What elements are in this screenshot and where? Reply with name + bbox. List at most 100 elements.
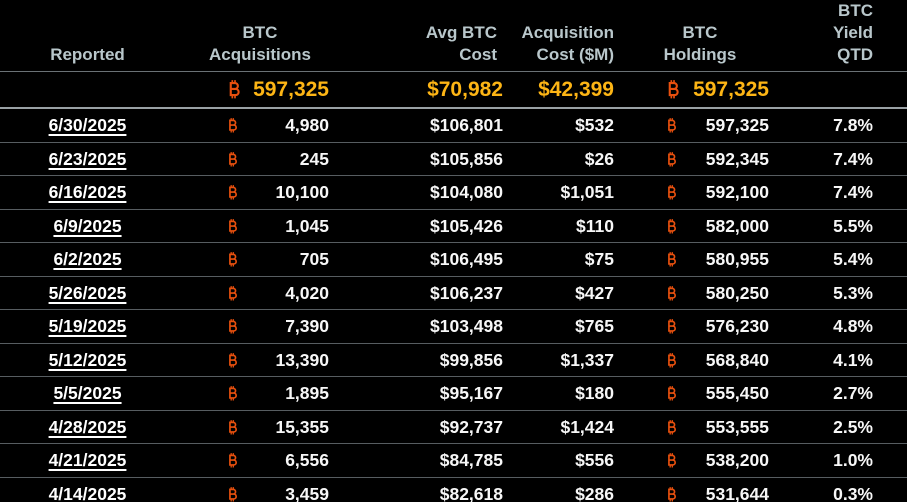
reported-date-link[interactable]: 6/2/2025 <box>53 249 122 269</box>
btc-yield-qtd-cell: 2.5% <box>790 410 907 445</box>
avg-btc-cost-cell: $106,237 <box>345 276 510 311</box>
btc-yield-qtd-cell: 2.7% <box>790 376 907 411</box>
btc-acquisitions-cell: 4,020 <box>175 276 345 311</box>
btc-acquisitions-cell: 705 <box>175 242 345 277</box>
reported-cell: 4/21/2025 <box>0 443 175 478</box>
acquisition-cost-value: $1,051 <box>560 182 614 202</box>
col-header-avg-btc-cost: Avg BTC Cost <box>345 0 510 73</box>
btc-yield-qtd-value: 5.4% <box>833 249 873 269</box>
btc-acquisitions-value: 4,980 <box>285 115 329 135</box>
btc-holdings-cell: 580,955 <box>630 242 790 277</box>
acquisition-cost-cell: $1,051 <box>510 175 630 210</box>
btc-holdings-cell: 580,250 <box>630 276 790 311</box>
col-header-line: Avg BTC <box>425 22 497 42</box>
col-header-line: Holdings <box>663 44 737 64</box>
acquisition-cost-cell: $180 <box>510 376 630 411</box>
table-row: 6/30/2025 4,980 $106,801 $532 597,325 7.… <box>0 108 907 143</box>
btc-holdings-cell: 592,345 <box>630 142 790 177</box>
btc-icon <box>227 319 238 334</box>
btc-icon <box>227 386 238 401</box>
btc-acquisitions-value: 4,020 <box>285 282 329 303</box>
avg-btc-cost-value: $82,618 <box>439 483 503 502</box>
reported-date-link[interactable]: 4/14/2025 <box>48 483 127 502</box>
btc-holdings-cell: 568,840 <box>630 343 790 378</box>
btc-acquisitions-cell: 3,459 <box>175 477 345 502</box>
summary-empty-cell <box>790 71 907 110</box>
reported-date-link[interactable]: 5/19/2025 <box>48 316 127 336</box>
btc-holdings-cell: 538,200 <box>630 443 790 478</box>
avg-btc-cost-cell: $105,856 <box>345 142 510 177</box>
avg-btc-cost-cell: $82,618 <box>345 477 510 502</box>
btc-icon <box>666 285 677 301</box>
reported-date-link[interactable]: 6/16/2025 <box>48 182 127 202</box>
reported-date-link[interactable]: 6/9/2025 <box>53 215 122 236</box>
avg-btc-cost-value: $105,426 <box>430 215 503 236</box>
table-row: 4/14/2025 3,459 $82,618 $286 531,644 0.3… <box>0 477 907 502</box>
avg-btc-cost-value: $84,785 <box>439 450 503 470</box>
btc-yield-qtd-value: 5.5% <box>833 215 873 236</box>
col-header-line: Acquisitions <box>208 44 311 64</box>
avg-btc-cost-value: $105,856 <box>430 148 503 169</box>
reported-date-link[interactable]: 5/12/2025 <box>48 349 127 370</box>
acquisition-cost-value: $1,337 <box>560 349 614 370</box>
avg-btc-cost-value: $92,737 <box>439 416 503 437</box>
acquisition-cost-value: $75 <box>584 249 614 269</box>
acquisition-cost-value: $286 <box>575 483 614 502</box>
reported-date-link[interactable]: 5/26/2025 <box>48 282 127 303</box>
btc-holdings-value: 580,250 <box>705 282 769 303</box>
reported-date-link[interactable]: 6/23/2025 <box>48 148 127 169</box>
btc-yield-qtd-cell: 5.5% <box>790 209 907 244</box>
summary-btc-acquisitions-cell: 597,325 <box>175 71 345 110</box>
btc-icon <box>227 185 238 200</box>
reported-cell: 5/12/2025 <box>0 343 175 378</box>
btc-acquisitions-value: 13,390 <box>275 349 329 370</box>
btc-holdings-cell: 592,100 <box>630 175 790 210</box>
btc-yield-qtd-value: 4.1% <box>833 349 873 370</box>
table-row: 5/5/2025 1,895 $95,167 $180 555,450 2.7% <box>0 376 907 411</box>
btc-acquisitions-cell: 10,100 <box>175 175 345 210</box>
btc-acquisitions-cell: 13,390 <box>175 343 345 378</box>
reported-date-link[interactable]: 6/30/2025 <box>48 115 127 135</box>
btc-holdings-cell: 555,450 <box>630 376 790 411</box>
btc-acquisitions-value: 705 <box>299 249 329 269</box>
summary-avg-btc-cost-cell: $70,982 <box>345 71 510 110</box>
table-row: 6/2/2025 705 $106,495 $75 580,955 5.4% <box>0 242 907 277</box>
col-header-btc-yield-qtd: BTC Yield QTD <box>790 0 907 73</box>
btc-yield-qtd-cell: 5.3% <box>790 276 907 311</box>
table-row: 5/26/2025 4,020 $106,237 $427 580,250 5.… <box>0 276 907 311</box>
table-row: 5/19/2025 7,390 $103,498 $765 576,230 4.… <box>0 309 907 344</box>
btc-acquisitions-cell: 245 <box>175 142 345 177</box>
btc-holdings-cell: 553,555 <box>630 410 790 445</box>
acquisition-cost-cell: $110 <box>510 209 630 244</box>
btc-yield-qtd-cell: 7.8% <box>790 108 907 143</box>
acquisition-cost-cell: $765 <box>510 309 630 344</box>
col-header-btc-holdings: BTC Holdings <box>630 0 790 73</box>
col-header-line: Yield QTD <box>833 22 873 64</box>
btc-icon <box>666 453 677 468</box>
reported-cell: 5/19/2025 <box>0 309 175 344</box>
acquisition-cost-cell: $1,337 <box>510 343 630 378</box>
avg-btc-cost-cell: $103,498 <box>345 309 510 344</box>
btc-acquisitions-value: 3,459 <box>285 483 329 502</box>
acquisition-cost-cell: $532 <box>510 108 630 143</box>
reported-date-link[interactable]: 5/5/2025 <box>53 383 122 403</box>
col-header-line: Cost ($M) <box>536 44 614 64</box>
reported-cell: 5/26/2025 <box>0 276 175 311</box>
btc-acquisitions-cell: 1,045 <box>175 209 345 244</box>
acquisition-cost-cell: $427 <box>510 276 630 311</box>
btc-yield-qtd-value: 2.7% <box>833 383 873 403</box>
col-header-line: Cost <box>459 44 497 64</box>
reported-date-link[interactable]: 4/28/2025 <box>48 416 127 437</box>
btc-holdings-value: 538,200 <box>705 450 769 470</box>
btc-icon <box>227 285 238 301</box>
btc-yield-qtd-value: 1.0% <box>833 450 873 470</box>
reported-cell: 6/30/2025 <box>0 108 175 143</box>
btc-yield-qtd-cell: 0.3% <box>790 477 907 502</box>
avg-btc-cost-value: $99,856 <box>439 349 503 370</box>
avg-btc-cost-cell: $84,785 <box>345 443 510 478</box>
reported-date-link[interactable]: 4/21/2025 <box>48 450 127 470</box>
table-row: 5/12/2025 13,390 $99,856 $1,337 568,840 … <box>0 343 907 378</box>
avg-btc-cost-value: $106,237 <box>430 282 503 303</box>
avg-btc-cost-cell: $104,080 <box>345 175 510 210</box>
